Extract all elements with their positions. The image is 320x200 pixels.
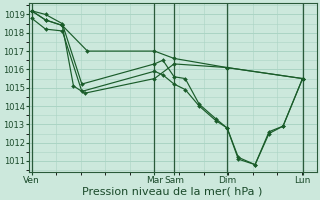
- X-axis label: Pression niveau de la mer( hPa ): Pression niveau de la mer( hPa ): [83, 187, 263, 197]
